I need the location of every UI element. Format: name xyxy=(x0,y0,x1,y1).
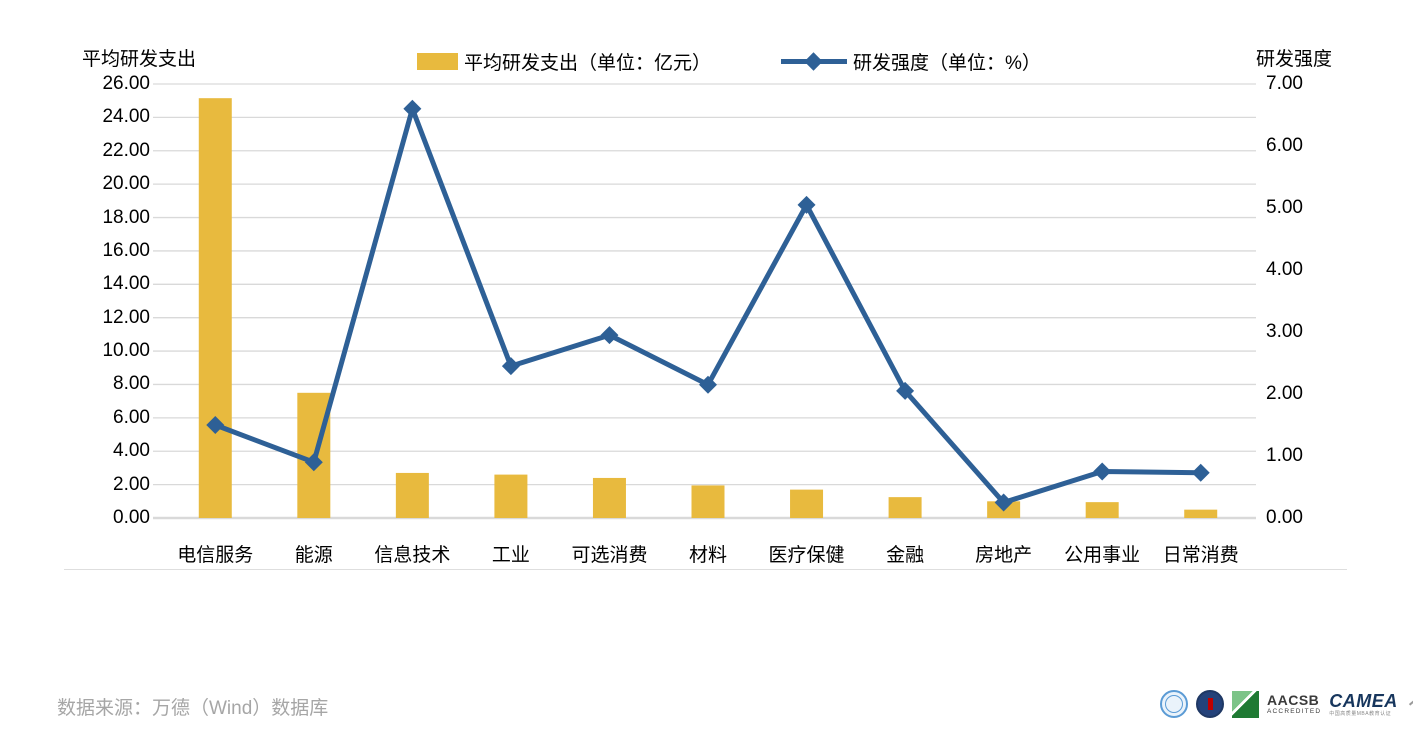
y-axis-tick-left: 4.00 xyxy=(113,440,150,462)
y-axis-tick-left: 6.00 xyxy=(113,406,150,428)
x-axis-label-房地产: 房地产 xyxy=(975,545,1033,566)
y-axis-tick-right: 2.00 xyxy=(1266,383,1303,404)
line-swatch-icon xyxy=(781,52,848,71)
data-source-note: 数据来源：万德（Wind）数据库 xyxy=(57,698,329,719)
y-axis-tick-right: 0.00 xyxy=(1266,507,1303,528)
line-marker-可选消费 xyxy=(600,326,619,345)
y-axis-tick-right: 1.00 xyxy=(1266,445,1303,466)
university-seal-icon xyxy=(1160,690,1188,718)
accreditation-logos: AACSB ACCREDITED CAMEA 中国高质量MBA教育认证 EFMD… xyxy=(1160,690,1413,718)
legend-item-line: 研发强度（单位：%） xyxy=(781,48,1041,75)
x-axis-label-公用事业: 公用事业 xyxy=(1064,545,1141,566)
y-axis-tick-left: 22.00 xyxy=(102,139,150,161)
line-marker-日常消费 xyxy=(1191,463,1210,482)
line-marker-电信服务 xyxy=(206,416,225,434)
bar-电信服务 xyxy=(198,98,232,518)
left-axis-title: 平均研发支出 xyxy=(82,49,197,70)
line-marker-房地产 xyxy=(994,493,1013,512)
bar-信息技术 xyxy=(395,472,429,518)
x-axis-label-工业: 工业 xyxy=(491,545,530,566)
legend: 平均研发支出（单位：亿元） 研发强度（单位：%） xyxy=(417,48,1041,75)
efmd-turbine-icon xyxy=(1406,693,1413,715)
camea-wordmark: CAMEA xyxy=(1329,690,1398,711)
line-marker-工业 xyxy=(501,357,520,376)
seal-red-mark xyxy=(1207,698,1213,710)
x-axis-label-信息技术: 信息技术 xyxy=(374,545,451,566)
bar-公用事业 xyxy=(1085,502,1119,518)
bar-swatch-icon xyxy=(417,53,458,70)
y-axis-tick-left: 2.00 xyxy=(113,473,150,495)
y-axis-tick-left: 10.00 xyxy=(102,340,150,362)
y-axis-tick-left: 14.00 xyxy=(102,273,150,295)
aacsb-accredited-label: ACCREDITED xyxy=(1267,707,1322,715)
y-axis-tick-right: 5.00 xyxy=(1266,197,1303,218)
university-seal-dark-icon xyxy=(1196,690,1224,718)
y-axis-tick-left: 8.00 xyxy=(113,373,150,395)
equis-logo: EFMD EQUIS ACCREDITED xyxy=(1406,690,1413,718)
y-axis-tick-left: 12.00 xyxy=(102,306,150,328)
y-axis-tick-right: 6.00 xyxy=(1266,135,1303,156)
x-axis-label-金融: 金融 xyxy=(886,545,925,566)
camea-logo: CAMEA 中国高质量MBA教育认证 xyxy=(1329,692,1398,717)
y-axis-tick-left: 26.00 xyxy=(102,73,150,94)
line-marker-金融 xyxy=(896,381,915,400)
line-marker-信息技术 xyxy=(403,99,422,118)
y-axis-tick-right: 4.00 xyxy=(1266,259,1303,280)
x-axis-label-能源: 能源 xyxy=(294,545,333,566)
seal-inner-ring xyxy=(1165,695,1183,713)
legend-item-bar: 平均研发支出（单位：亿元） xyxy=(417,48,711,75)
line-marker-能源 xyxy=(304,453,323,472)
camea-tagline: 中国高质量MBA教育认证 xyxy=(1329,710,1392,717)
y-axis-tick-left: 18.00 xyxy=(102,206,150,228)
school-green-logo-icon xyxy=(1232,690,1259,718)
x-axis-label-医疗保健: 医疗保健 xyxy=(768,545,845,566)
aacsb-wordmark: AACSB xyxy=(1267,691,1320,708)
line-series xyxy=(212,106,1204,505)
y-axis-tick-left: 16.00 xyxy=(102,239,150,261)
x-axis-label-电信服务: 电信服务 xyxy=(177,545,254,566)
legend-label-line: 研发强度（单位：%） xyxy=(853,53,1041,74)
bar-金融 xyxy=(888,497,922,518)
bar-工业 xyxy=(494,474,528,518)
x-axis-label-日常消费: 日常消费 xyxy=(1162,545,1239,566)
line-marker-材料 xyxy=(699,375,717,394)
footer-divider xyxy=(64,569,1347,570)
line-marker-公用事业 xyxy=(1093,462,1112,481)
y-axis-tick-right: 3.00 xyxy=(1266,321,1303,342)
aacsb-logo: AACSB ACCREDITED xyxy=(1267,693,1321,716)
y-axis-tick-left: 0.00 xyxy=(113,507,150,528)
bar-可选消费 xyxy=(592,477,626,518)
legend-label-bar: 平均研发支出（单位：亿元） xyxy=(464,53,712,74)
y-axis-tick-left: 20.00 xyxy=(102,173,150,195)
x-axis-label-可选消费: 可选消费 xyxy=(571,545,648,566)
line-marker-医疗保健 xyxy=(797,195,816,214)
x-axis-label-材料: 材料 xyxy=(688,545,727,566)
y-axis-tick-right: 7.00 xyxy=(1266,73,1303,94)
bar-日常消费 xyxy=(1184,509,1218,518)
bar-医疗保健 xyxy=(790,489,824,518)
y-axis-tick-left: 24.00 xyxy=(102,106,150,128)
bar-材料 xyxy=(691,485,725,518)
right-axis-title: 研发强度 xyxy=(1255,49,1332,70)
